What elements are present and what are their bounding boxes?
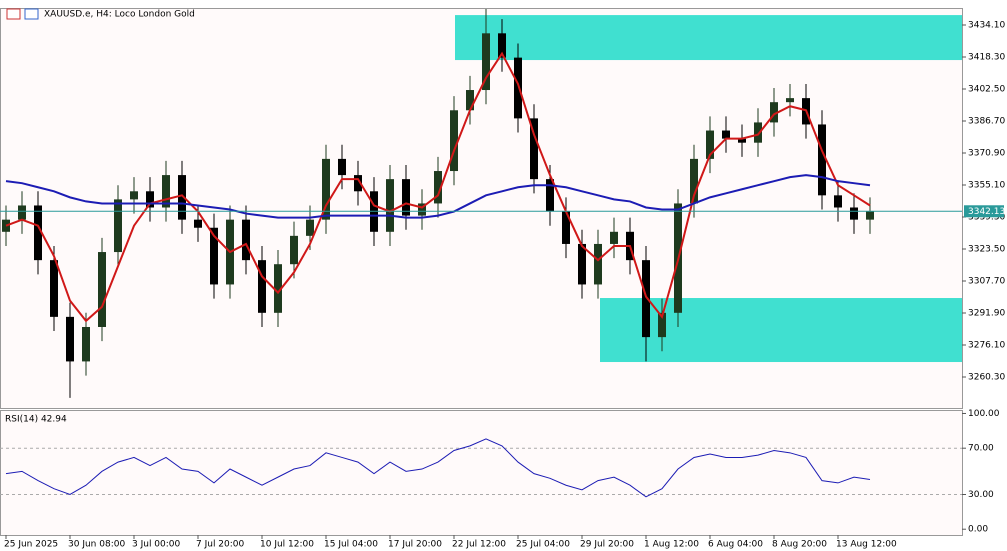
x-tick-label: 6 Aug 04:00 [708,540,763,550]
candle-body [578,243,586,285]
rsi-line [5,438,871,498]
candle-body [82,326,90,362]
y-tick-label: 3370.90 [968,149,1005,159]
candle-body [66,316,74,362]
candle-body [194,219,202,228]
y-tick-label: 3386.70 [968,117,1005,127]
candle-body [466,90,474,111]
y-tick-label: 3339.30 [968,213,1005,223]
candle-body [290,235,298,265]
y-tick-label: 3402.50 [968,85,1005,95]
y-tick-label: 3260.30 [968,373,1005,383]
zone [455,15,962,61]
candle-body [306,219,314,236]
y-tick-label: 3323.50 [968,245,1005,255]
candle-body [514,57,522,119]
rsi-title: RSI(14) 42.94 [5,415,67,425]
moving-average [5,174,871,219]
candle-body [866,211,874,220]
candle-body [418,203,426,216]
candle-body [754,122,762,143]
y-tick-label: 3418.30 [968,53,1005,63]
candle-body [546,179,554,212]
x-tick-label: 15 Jul 04:00 [324,540,378,550]
candle-body [114,199,122,253]
y-tick-label: 3291.90 [968,309,1005,319]
candle-body [498,33,506,58]
y-tick-label: 0.00 [968,525,988,535]
candle-body [786,98,794,103]
chart-title: XAUUSD.e, H4: Loco London Gold [44,10,195,20]
candle-body [850,207,858,220]
candle-body [690,158,698,204]
candle-body [18,205,26,220]
candle-body [50,260,58,317]
y-tick-label: 30.00 [968,490,994,500]
candle-body [562,211,570,244]
candle-body [722,130,730,139]
candle-body [610,231,618,244]
x-tick-label: 30 Jun 08:00 [68,540,125,550]
y-tick-label: 100.00 [968,409,1000,419]
candle-body [34,205,42,261]
candle-body [834,195,842,208]
y-tick-label: 70.00 [968,444,994,454]
x-tick-label: 13 Aug 12:00 [836,540,897,550]
candle-body [98,252,106,327]
y-tick-label: 3434.10 [968,21,1005,31]
candle-body [130,191,138,200]
candle-body [530,118,538,180]
x-tick-label: 22 Jul 12:00 [452,540,506,550]
candle-body [402,179,410,216]
candle-body [242,219,250,261]
candle-body [2,219,10,232]
x-tick-label: 17 Jul 20:00 [388,540,442,550]
candle-body [338,158,346,176]
x-tick-label: 29 Jul 20:00 [580,540,634,550]
candle-body [274,264,282,313]
candle-body [162,175,170,208]
x-tick-label: 3 Jul 00:00 [132,540,181,550]
candle-body [642,260,650,338]
candle-body [450,110,458,172]
candle-body [818,124,826,196]
candle-body [146,191,154,208]
candle-body [258,260,266,313]
candle-body [738,138,746,143]
last-price-label: 3342.13 [968,207,1005,217]
candle-body [706,130,714,159]
x-tick-label: 10 Jul 12:00 [260,540,314,550]
candle-body [594,243,602,285]
y-tick-label: 3355.10 [968,181,1005,191]
x-tick-label: 25 Jul 04:00 [516,540,570,550]
candle-body [482,33,490,91]
rsi-panel [0,410,963,536]
candle-body [770,102,778,123]
candle-body [210,227,218,285]
y-tick-label: 3307.70 [968,277,1005,287]
candle-body [322,158,330,220]
candle-body [386,179,394,232]
last-price-box [964,205,1004,218]
symbol-icon [6,8,39,20]
candle-body [354,175,362,192]
candle-body [434,171,442,204]
candle-body [178,175,186,220]
x-tick-label: 8 Aug 20:00 [772,540,827,550]
x-tick-label: 1 Aug 12:00 [644,540,699,550]
y-tick-label: 3276.10 [968,341,1005,351]
x-tick-label: 7 Jul 20:00 [196,540,245,550]
x-tick-label: 25 Jun 2025 [4,540,58,550]
candle-body [658,312,666,338]
